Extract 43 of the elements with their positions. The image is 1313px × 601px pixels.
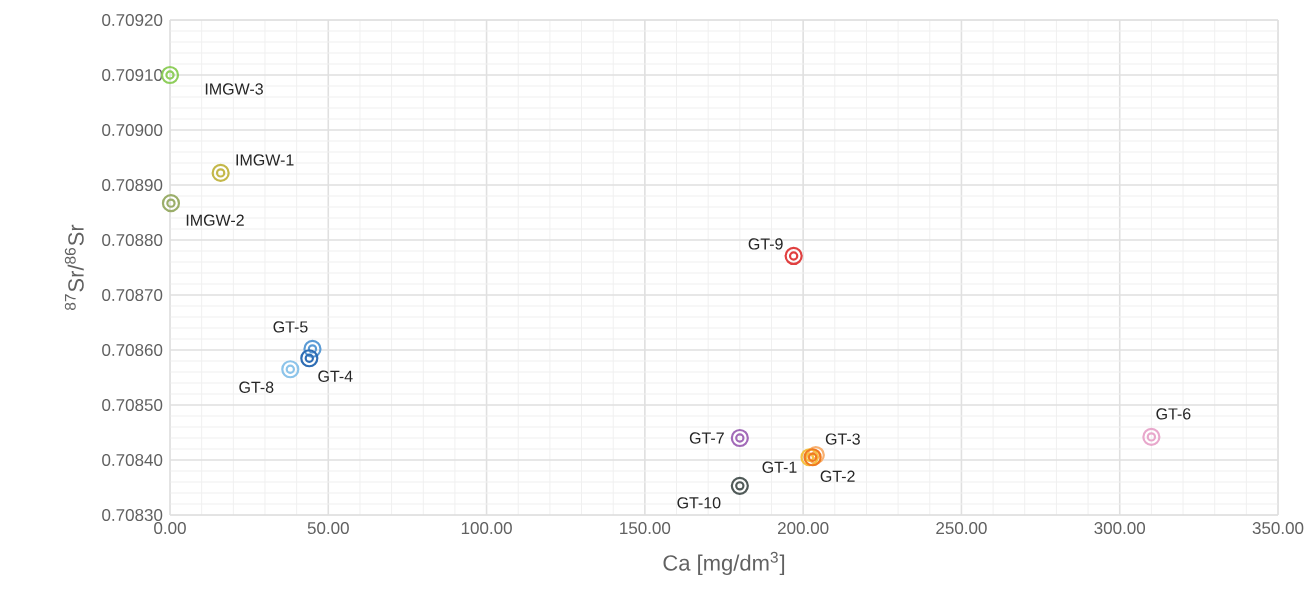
series-label: GT-7 [689, 432, 724, 444]
y-axis-title: $^{87}$Sr/$^{86}$Sr [64, 224, 84, 311]
text: IMGW-3 [205, 83, 263, 95]
point [281, 360, 300, 379]
series-label: GT-4 [318, 370, 353, 382]
point [1142, 427, 1161, 446]
y-tick-label: 0.70880 [102, 234, 163, 247]
point [300, 349, 319, 368]
point [730, 428, 749, 448]
x-tick-label: 100.00 [461, 522, 512, 535]
series-label: IMGW-2 [186, 214, 244, 226]
series-label: IMGW-1 [236, 154, 294, 166]
x-tick-label: 0.00 [154, 522, 186, 535]
y-tick-label: 0.70850 [102, 399, 163, 412]
point [730, 476, 749, 495]
point [303, 339, 322, 358]
y-tick-label: 0.70860 [102, 344, 163, 357]
y-tick-label: 0.70830 [102, 509, 163, 522]
x-tick-label: 350.00 [1252, 522, 1304, 535]
y-tick-label: 0.70900 [102, 124, 163, 137]
y-tick-label: 0.70870 [102, 289, 163, 302]
y-tick-label: 0.70920 [102, 14, 163, 27]
point [784, 246, 803, 266]
point [211, 163, 230, 182]
x-tick-label: 150.00 [620, 522, 671, 535]
x-tick-label: 50.00 [307, 522, 349, 535]
x-tick-label: 250.00 [936, 522, 987, 535]
x-axis-title: Ca [mg/dm$^{3}$] [663, 551, 785, 576]
series-label: GT-6 [1156, 408, 1191, 420]
point [161, 194, 181, 213]
y-tick-label: 0.70840 [102, 454, 163, 467]
series-label: GT-5 [273, 321, 308, 333]
series-label: GT-10 [677, 497, 721, 509]
point [160, 65, 180, 85]
series-label: GT-8 [239, 381, 274, 393]
y-tick-label: 0.70890 [102, 178, 163, 192]
series-label: GT-1 [762, 461, 797, 473]
series-label: GT-9 [748, 238, 783, 250]
x-tick-label: 300.00 [1094, 522, 1146, 535]
series-label: GT-3 [825, 433, 860, 445]
y-tick-label: 0.70910 [102, 68, 163, 82]
series-label: GT-2 [820, 470, 855, 482]
x-tick-label: 200.00 [778, 522, 829, 535]
